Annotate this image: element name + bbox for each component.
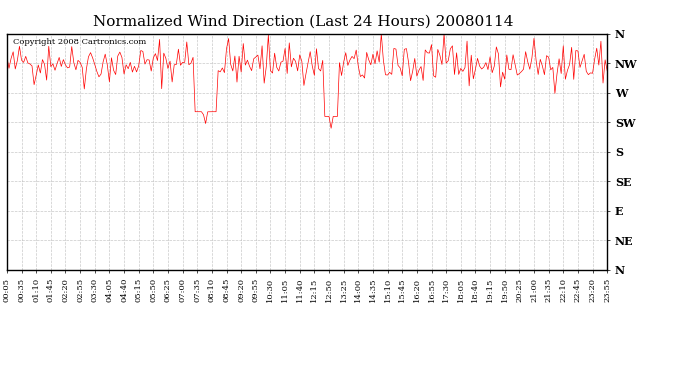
Text: Normalized Wind Direction (Last 24 Hours) 20080114: Normalized Wind Direction (Last 24 Hours… <box>93 15 514 29</box>
Text: Copyright 2008 Cartronics.com: Copyright 2008 Cartronics.com <box>13 39 146 46</box>
